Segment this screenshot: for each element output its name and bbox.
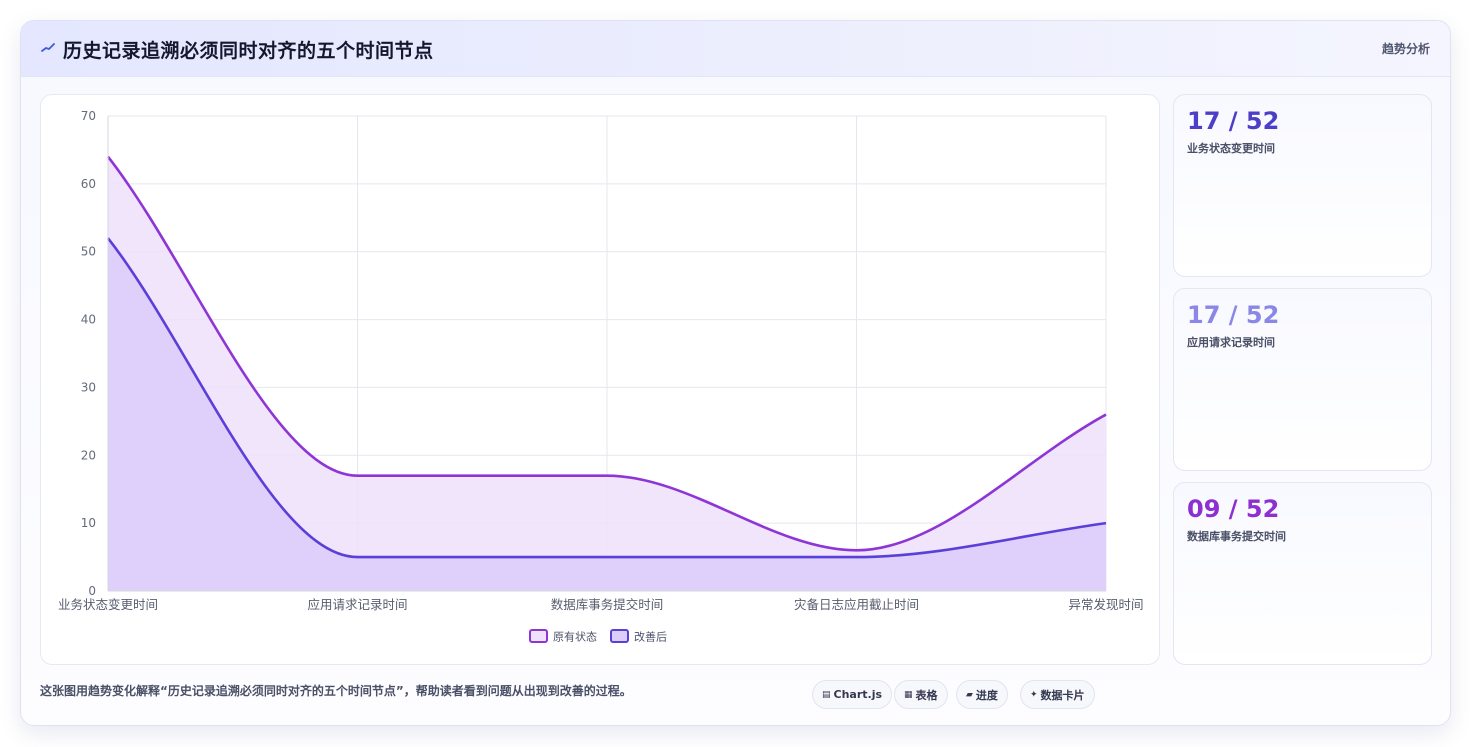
y-tick-label: 50 [81,245,96,259]
y-tick-label: 0 [88,584,96,598]
card-header: 历史记录追溯必须同时对齐的五个时间节点 趋势分析 [21,21,1450,77]
chart-icon: ▤ [822,689,831,700]
chip-label: Chart.js [833,688,883,701]
stat-card-3: 09 / 52 数据库事务提交时间 [1173,482,1432,665]
chip-data-cards[interactable]: ✦ 数据卡片 [1020,680,1095,709]
x-tick-label: 应用请求记录时间 [307,597,407,612]
series-line-2 [106,237,1107,559]
legend-swatch [529,629,548,643]
legend-swatch [610,629,629,643]
y-tick-label: 60 [81,177,96,191]
progress-icon: ▰ [966,689,973,700]
stat-card-2: 17 / 52 应用请求记录时间 [1173,288,1432,471]
table-icon: ▦ [904,689,913,700]
legend-label: 改善后 [634,630,667,644]
y-tick-label: 10 [81,516,96,530]
chip-label: 表格 [915,688,938,702]
trend-area-chart: 0 10 20 30 40 50 60 70 业务状态变更时间 应用请求记录时间 数据库事务提交时间… [58,109,1144,644]
x-tick-label: 业务状态变更时间 [58,597,158,612]
stat-label: 业务状态变更时间 [1187,142,1275,155]
chip-label: 进度 [975,688,998,702]
series-line-1 [106,155,1107,552]
dashboard-card: 历史记录追溯必须同时对齐的五个时间节点 趋势分析 0 10 20 30 40 50 60 70… [20,20,1451,726]
series-area-2 [108,238,1106,591]
y-tick-label: 40 [81,313,96,327]
chip-chartjs[interactable]: ▤ Chart.js [812,680,893,709]
stat-value: 17 / 52 [1187,301,1280,329]
stat-value: 17 / 52 [1187,107,1280,135]
x-tick-label: 灾备日志应用截止时间 [794,597,919,612]
y-tick-label: 20 [81,448,96,462]
stat-card-1: 17 / 52 业务状态变更时间 [1173,94,1432,277]
series-area-1 [108,156,1106,591]
y-tick-label: 70 [81,109,96,123]
chart-panel: 0 10 20 30 40 50 60 70 业务状态变更时间 应用请求记录时间 数据库事务提交时间… [40,94,1160,665]
stat-value: 09 / 52 [1187,495,1280,523]
trend-analysis-link[interactable]: 趋势分析 [1381,42,1430,56]
legend-label: 原有状态 [553,630,597,644]
stat-label: 数据库事务提交时间 [1187,530,1286,543]
sparkle-icon: ✦ [1030,689,1038,700]
chart-description: 这张图用趋势变化解释“历史记录追溯必须同时对齐的五个时间节点”，帮助读者看到问题… [40,684,632,698]
chip-label: 数据卡片 [1040,688,1085,702]
stat-label: 应用请求记录时间 [1187,336,1275,349]
page-title: 历史记录追溯必须同时对齐的五个时间节点 [63,40,434,62]
chip-table[interactable]: ▦ 表格 [894,680,948,709]
x-tick-label: 数据库事务提交时间 [551,597,664,612]
x-tick-label: 异常发现时间 [1068,597,1143,612]
trend-line-icon [41,43,55,52]
y-tick-label: 30 [81,380,96,394]
chip-progress[interactable]: ▰ 进度 [956,680,1008,709]
